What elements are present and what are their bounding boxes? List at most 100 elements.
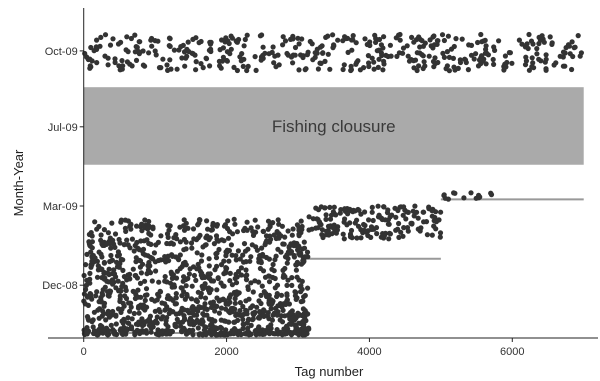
data-point [334,227,340,233]
data-point [146,322,153,328]
data-point [250,316,256,322]
data-point [223,270,229,276]
data-point [375,64,381,70]
data-point [284,252,290,258]
data-point [245,284,251,290]
data-point [173,275,180,281]
data-point [537,37,544,43]
data-point [421,59,427,65]
data-point [245,317,252,323]
data-point [482,37,488,44]
data-point [444,63,450,69]
data-point [163,318,169,324]
data-point [96,223,102,230]
data-point [234,289,240,295]
data-point [164,62,170,68]
data-point [263,233,270,239]
data-point [228,242,234,248]
data-point [84,329,90,335]
x-axis-title: Tag number [295,364,364,379]
data-point [270,330,277,337]
data-point [229,282,235,288]
data-point [177,224,183,230]
data-point [366,217,372,223]
data-point [305,311,311,317]
data-point [156,307,162,313]
data-point [200,65,206,71]
data-point [571,45,577,51]
data-point [268,306,274,312]
data-point [381,204,387,210]
data-point [285,277,291,283]
data-point [406,58,413,64]
data-point [340,231,346,237]
data-point [138,270,144,276]
data-point [298,218,304,224]
data-point [284,50,290,57]
data-point [227,270,233,276]
data-point [203,331,209,337]
data-point [275,246,281,252]
data-point [295,35,301,41]
data-point [429,232,435,238]
data-point [453,36,459,42]
data-point [376,56,382,62]
data-point [243,277,250,283]
data-point [193,67,199,73]
data-point [235,248,241,254]
data-point [547,34,553,40]
data-point [278,313,284,319]
data-point [296,332,302,338]
data-point [183,55,189,61]
data-point [195,325,201,331]
data-point [256,259,262,265]
data-point [299,312,305,319]
data-point [416,63,422,69]
data-point [468,42,475,49]
data-point [201,327,207,333]
data-point [523,54,529,60]
data-point [147,313,153,319]
data-point [152,48,158,54]
data-point [207,271,213,277]
data-point [529,55,535,61]
data-point [483,50,490,56]
data-point [148,241,154,247]
data-point [134,223,140,229]
data-point [218,297,224,303]
data-point [252,54,258,60]
data-point [341,62,347,68]
data-point [135,287,141,293]
data-point [421,219,427,225]
data-point [560,63,567,69]
data-point [341,236,347,242]
data-point [316,219,322,225]
data-point [373,39,379,46]
data-point [240,321,246,327]
data-point [226,40,232,47]
data-point [196,304,202,310]
data-point [216,310,222,316]
data-point [395,226,401,232]
data-point [213,251,219,257]
data-point [180,319,186,325]
data-point [400,50,406,56]
data-point [289,232,295,238]
data-point [214,222,220,228]
data-point [166,328,172,334]
data-point [293,296,299,302]
data-point [427,37,433,43]
data-point [396,220,402,227]
data-point [411,39,417,45]
data-point [157,289,164,295]
data-point [148,232,154,238]
data-point [128,304,134,310]
data-point [116,63,122,69]
data-point [127,271,133,277]
data-point [327,204,333,210]
data-point [483,61,489,67]
data-point [116,264,122,270]
data-point [296,227,302,233]
data-point [186,329,192,335]
data-point [124,237,130,243]
